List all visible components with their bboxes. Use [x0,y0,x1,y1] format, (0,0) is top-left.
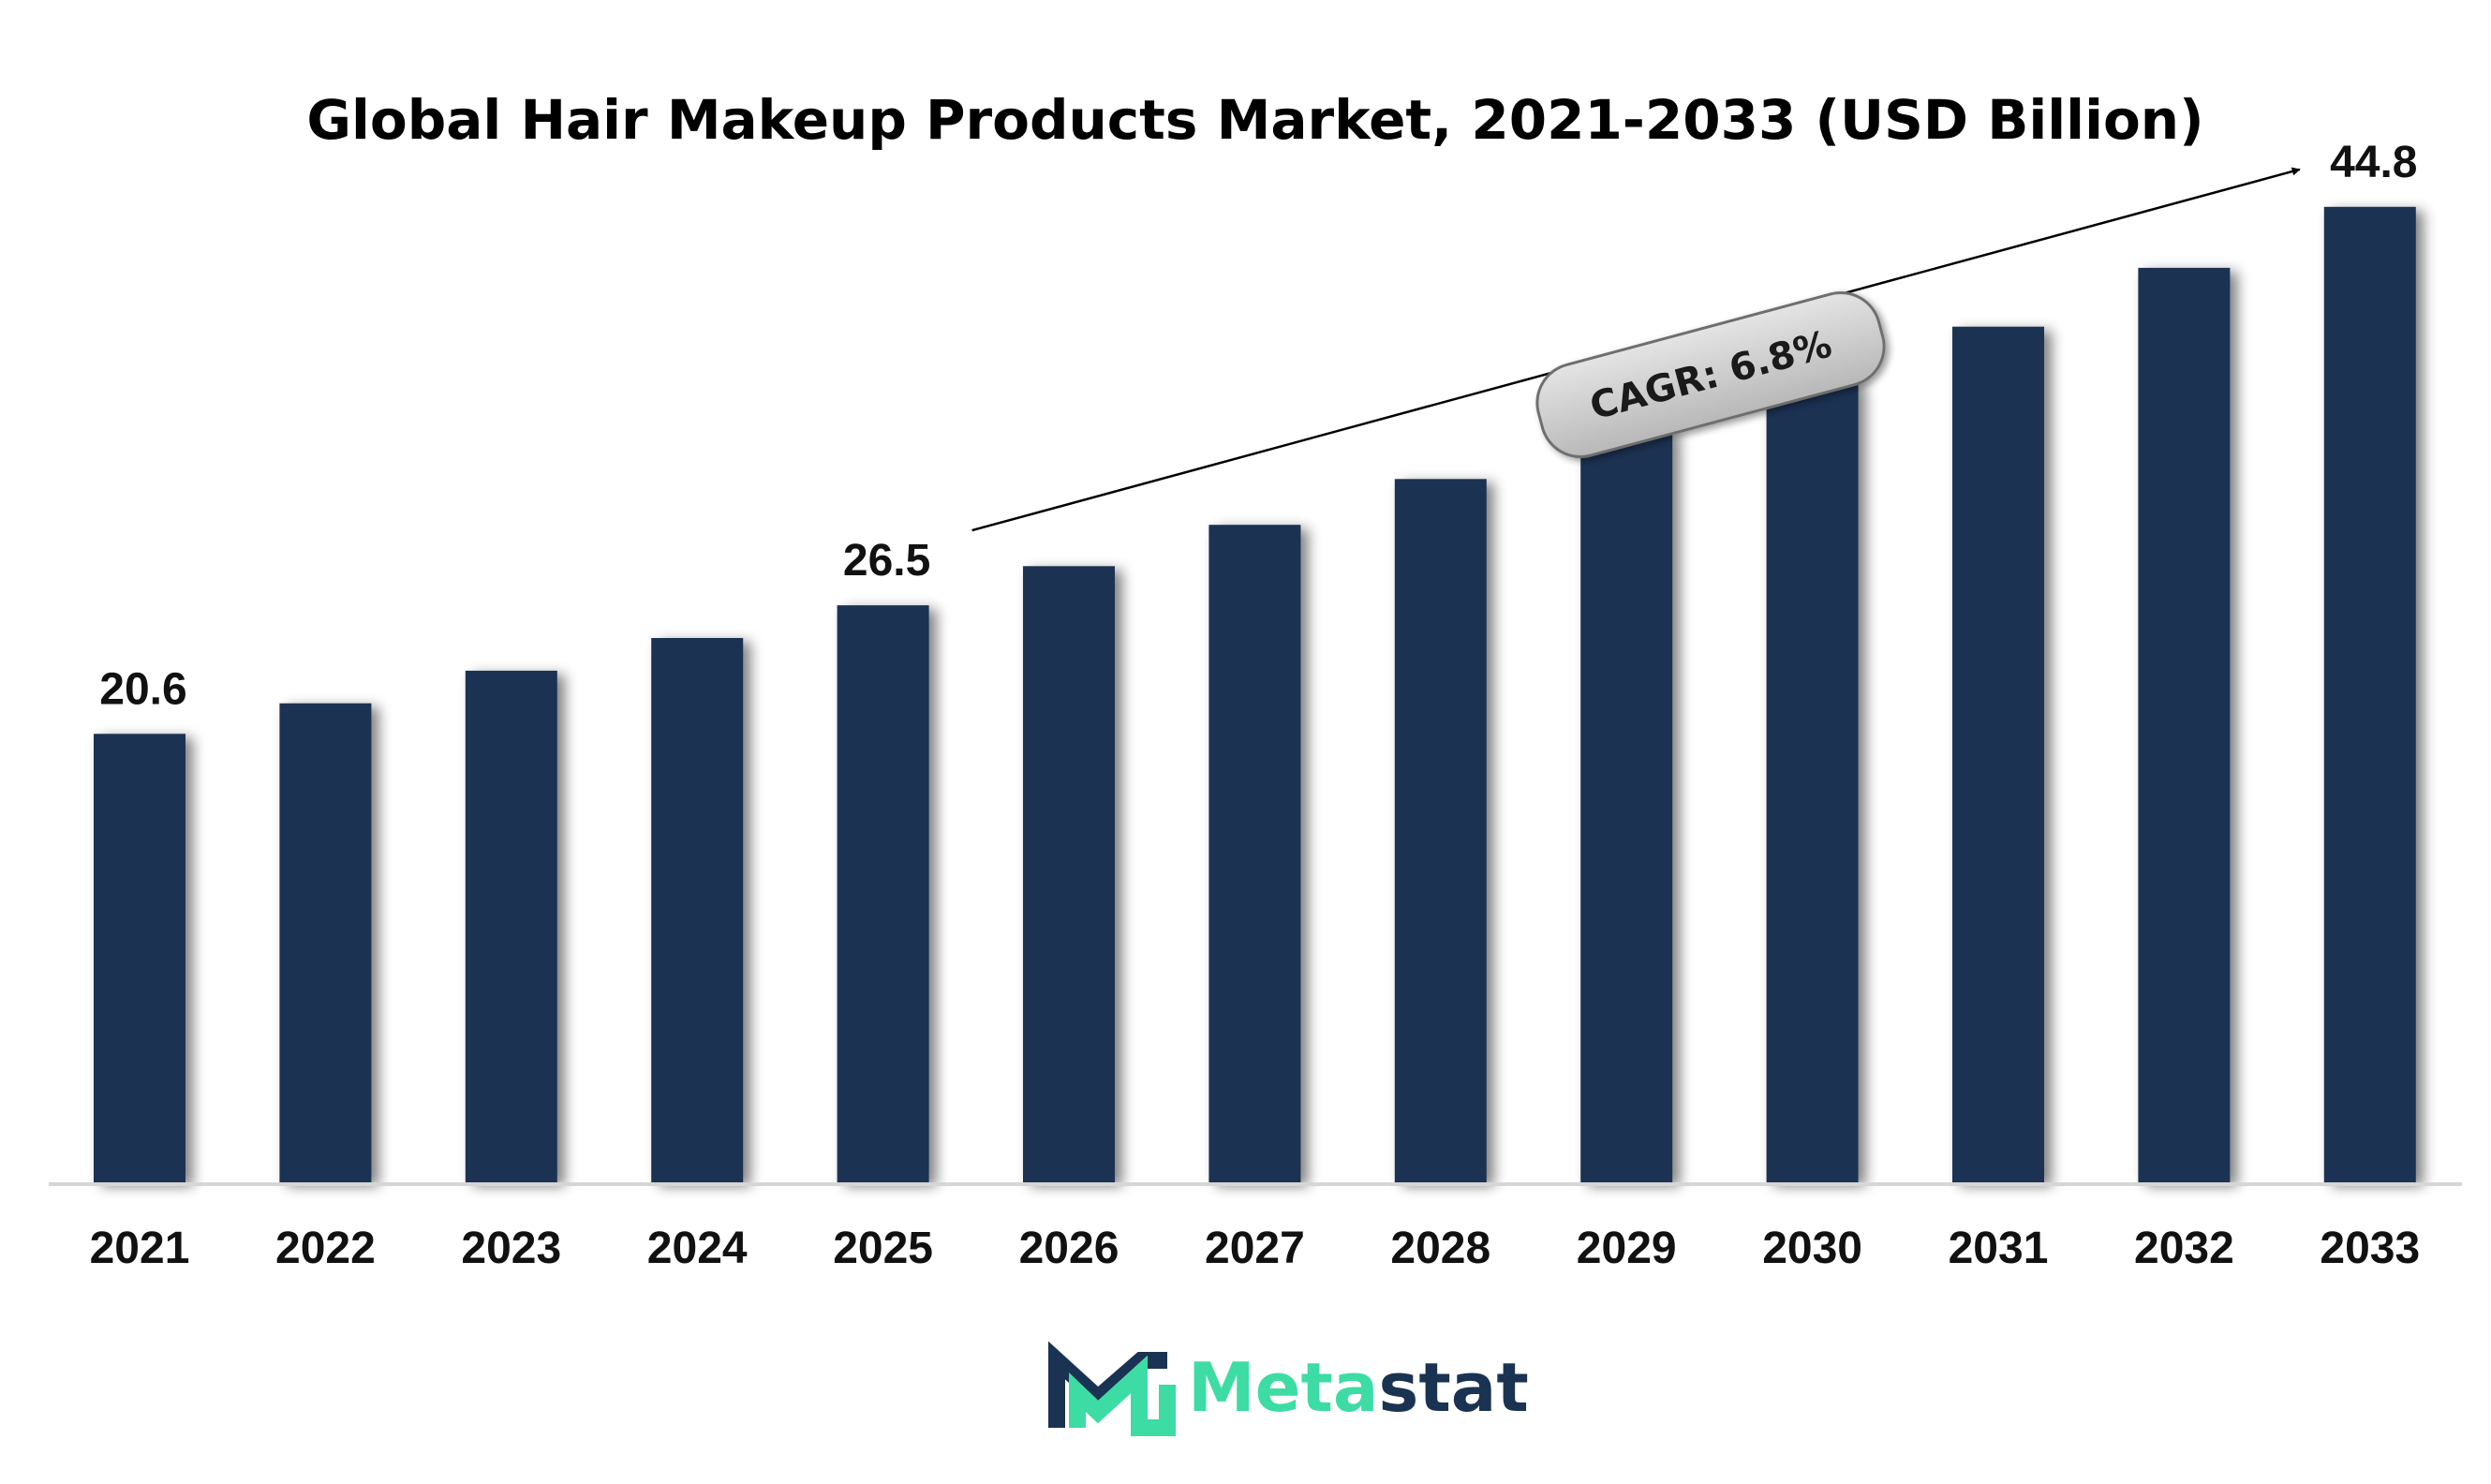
x-tick-label-2030: 2030 [1762,1224,1862,1273]
chart-container: Global Hair Makeup Products Market, 2021… [0,0,2491,1484]
bar-2021 [94,734,185,1182]
x-tick-label-2025: 2025 [833,1224,933,1273]
x-tick-label-2024: 2024 [647,1224,748,1273]
metastat-logo-text-part1: Meta [1188,1348,1378,1427]
value-label-2021: 20.6 [99,664,186,714]
x-tick-label-2022: 2022 [275,1224,376,1273]
bar-2028 [1395,479,1487,1182]
x-tick-label-2029: 2029 [1577,1224,1677,1273]
x-tick-labels-group: 2021 2022 2023 2024 2025 2026 2027 2028 2029 2030… [90,1224,2421,1273]
x-tick-label-2031: 2031 [1949,1224,2049,1273]
bar-2025 [838,605,929,1182]
value-label-2025: 26.5 [843,536,930,586]
chart-svg: Global Hair Makeup Products Market, 2021… [0,0,2491,1484]
bar-2030 [1767,381,1859,1182]
metastat-logo: Metastat [1057,1348,1529,1428]
metastat-logo-text: Metastat [1188,1348,1529,1427]
bar-2027 [1208,525,1300,1182]
bar-2033 [2324,207,2416,1182]
x-tick-label-2027: 2027 [1205,1224,1305,1273]
bar-2022 [279,704,371,1182]
x-tick-label-2033: 2033 [2320,1224,2420,1273]
value-label-2033: 44.8 [2330,138,2417,187]
x-tick-label-2026: 2026 [1019,1224,1119,1273]
bar-2023 [466,671,557,1182]
metastat-logo-icon [1057,1360,1167,1428]
bar-2031 [1952,327,2044,1182]
x-tick-label-2032: 2032 [2134,1224,2234,1273]
bar-2029 [1580,431,1672,1182]
bar-2026 [1023,566,1115,1182]
bar-2032 [2138,268,2230,1182]
bar-2024 [651,638,743,1182]
x-tick-label-2023: 2023 [461,1224,561,1273]
x-tick-label-2028: 2028 [1390,1224,1490,1273]
x-tick-label-2021: 2021 [90,1224,190,1273]
chart-title: Global Hair Makeup Products Market, 2021… [306,88,2203,152]
bars-group [94,207,2416,1182]
metastat-logo-text-part2: stat [1378,1348,1528,1427]
